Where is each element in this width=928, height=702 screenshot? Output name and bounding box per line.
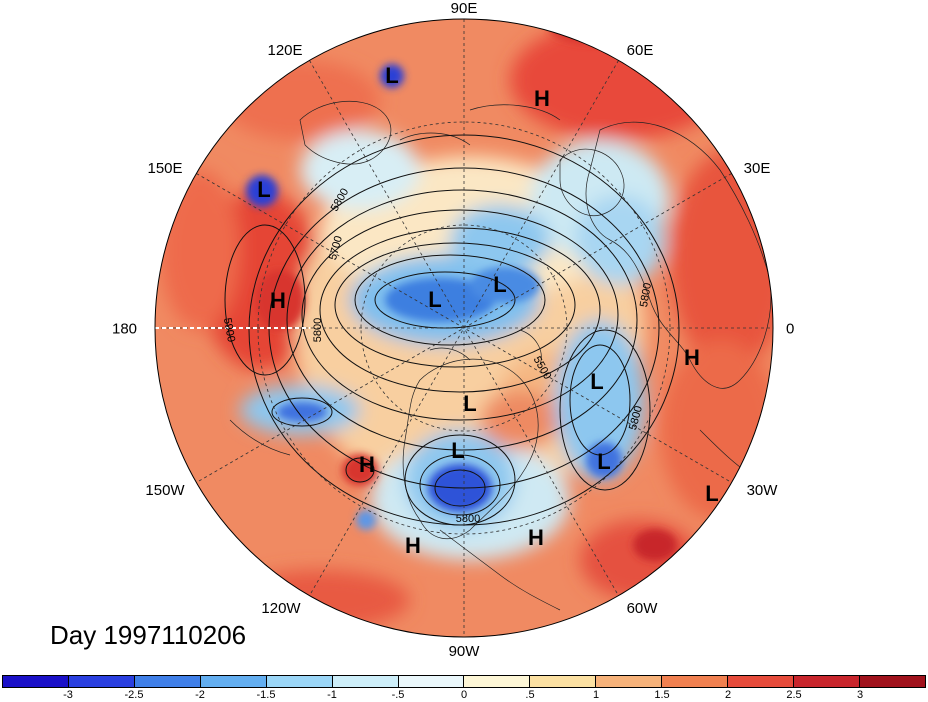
lon-label-90w: 90W: [448, 643, 480, 660]
colorbar-box: [859, 676, 925, 687]
high-pressure-marker: H: [359, 452, 375, 477]
low-pressure-marker: L: [463, 391, 477, 416]
low-pressure-marker: L: [597, 449, 611, 474]
colorbar-box: [3, 676, 69, 687]
low-pressure-marker: L: [590, 369, 604, 394]
colorbar-box: [794, 676, 860, 687]
lon-label-30w: 30W: [746, 482, 778, 499]
high-pressure-marker: H: [528, 525, 544, 550]
colorbar-tick-label: 2: [724, 689, 732, 701]
colorbar-tick-label: 3: [856, 689, 864, 701]
lon-label-120w: 120W: [261, 600, 301, 617]
colorbar-box: [200, 676, 267, 687]
lon-label-180: 180: [112, 320, 138, 338]
graticule: [155, 19, 773, 637]
colorbar-tick-label: -3: [63, 689, 73, 701]
low-pressure-marker: L: [705, 481, 719, 506]
lon-label-150w: 150W: [145, 482, 185, 499]
colorbar-tick-label: -2.5: [124, 689, 144, 701]
colorbar-tick-label: 0: [460, 689, 468, 701]
colorbar-box: [464, 676, 531, 687]
colorbar-box: [530, 676, 597, 687]
colorbar-tick-label: 2.5: [786, 689, 802, 701]
colorbar-box: [68, 676, 135, 687]
high-pressure-marker: H: [684, 345, 700, 370]
colorbar-tick-label: .5: [525, 689, 535, 701]
colorbar-box: [662, 676, 729, 687]
colorbar-tick-label: -2: [195, 689, 205, 701]
high-pressure-marker: H: [270, 288, 286, 313]
lon-label-120e: 120E: [267, 42, 303, 59]
low-pressure-marker: L: [493, 272, 507, 297]
lon-label-30e: 30E: [743, 160, 771, 177]
date-label: Day 1997110206: [50, 620, 247, 650]
contour-label: 5800: [455, 513, 481, 525]
lon-label-0: 0: [786, 320, 795, 338]
colorbar-tick-label: 1: [592, 689, 600, 701]
map-border: [154, 18, 774, 638]
lon-label-60w: 60W: [626, 600, 658, 617]
coastlines: [229, 100, 772, 611]
colorbar-box: [332, 676, 399, 687]
colorbar-tick-label: -1.5: [256, 689, 276, 701]
colorbar-box: [134, 676, 201, 687]
colorbar-tick-label: 1.5: [654, 689, 670, 701]
lon-label-150e: 150E: [147, 160, 183, 177]
colorbar-tick-label: -1: [327, 689, 337, 701]
low-pressure-marker: L: [257, 177, 271, 202]
high-pressure-marker: H: [405, 533, 421, 558]
colorbar-box: [728, 676, 795, 687]
lon-label-90e: 90E: [450, 0, 478, 17]
colorbar-box: [266, 676, 333, 687]
low-pressure-marker: L: [385, 63, 399, 88]
contour-label: 5800: [312, 317, 324, 343]
colorbar-box: [398, 676, 465, 687]
colorbar-box: [596, 676, 663, 687]
low-pressure-marker: L: [451, 438, 465, 463]
lon-label-60e: 60E: [626, 42, 654, 59]
colorbar: [2, 675, 926, 688]
anomaly-field: [155, 19, 773, 637]
colorbar-tick-label: -.5: [391, 689, 405, 701]
low-pressure-marker: L: [428, 287, 442, 312]
high-pressure-marker: H: [534, 86, 550, 111]
